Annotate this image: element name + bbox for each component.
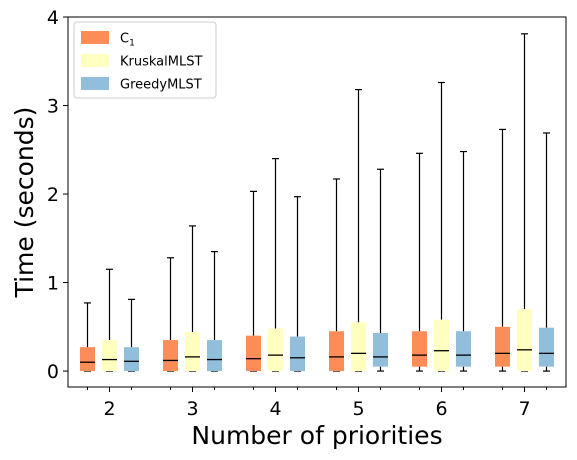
x-tick-label: 7 xyxy=(518,398,530,420)
legend-swatch xyxy=(81,77,109,90)
y-tick-label: 3 xyxy=(47,96,59,118)
legend-swatch xyxy=(81,31,109,44)
box-plot-series xyxy=(80,33,554,372)
y-axis-ticks: 0 1 2 3 4 xyxy=(47,7,68,383)
x-tick-label: 5 xyxy=(352,398,364,420)
box-3-3 xyxy=(207,250,222,372)
legend-label: KruskalMLST xyxy=(120,55,202,70)
box-2-6 xyxy=(434,81,449,372)
box-body xyxy=(207,340,222,372)
box-1-2 xyxy=(80,302,95,372)
box-3-4 xyxy=(290,196,305,372)
box-1-3 xyxy=(163,257,178,372)
x-tick-label: 4 xyxy=(269,398,281,420)
box-body xyxy=(329,331,344,372)
box-body xyxy=(495,326,510,367)
box-body xyxy=(373,333,388,367)
y-tick-label: 4 xyxy=(47,7,59,29)
y-tick-label: 2 xyxy=(47,184,59,206)
box-body xyxy=(517,309,532,372)
box-3-2 xyxy=(124,298,139,372)
box-3-5 xyxy=(373,168,388,372)
box-body xyxy=(290,336,305,372)
box-2-7 xyxy=(517,33,532,372)
box-body xyxy=(412,331,427,367)
y-tick-label: 0 xyxy=(47,361,59,383)
box-1-6 xyxy=(412,152,427,372)
box-2-2 xyxy=(102,268,117,372)
box-body xyxy=(351,322,366,372)
x-axis-label: Number of priorities xyxy=(191,421,442,450)
box-body xyxy=(163,340,178,372)
legend-frame xyxy=(73,21,217,99)
legend-swatch xyxy=(81,54,109,67)
box-2-3 xyxy=(185,225,200,372)
box-body xyxy=(246,335,261,372)
x-axis-ticks: 2 3 4 5 6 7 xyxy=(87,387,547,420)
box-1-5 xyxy=(329,178,344,372)
box-3-7 xyxy=(539,132,554,372)
box-2-5 xyxy=(351,88,366,372)
box-1-4 xyxy=(246,190,261,372)
box-body xyxy=(185,332,200,372)
box-body xyxy=(124,347,139,372)
box-body xyxy=(102,340,117,372)
box-body xyxy=(539,327,554,367)
box-1-7 xyxy=(495,128,510,372)
box-body xyxy=(80,347,95,372)
legend-label: GreedyMLST xyxy=(120,78,202,93)
x-tick-label: 2 xyxy=(103,398,115,420)
plot-frame xyxy=(67,16,567,388)
legend-label-subscript: 1 xyxy=(129,39,135,49)
box-body xyxy=(434,319,449,372)
box-body xyxy=(268,328,283,372)
x-tick-label: 3 xyxy=(186,398,198,420)
y-axis-label: Time (seconds) xyxy=(10,107,39,299)
box-body xyxy=(456,331,471,367)
box-3-6 xyxy=(456,150,471,372)
y-tick-label: 1 xyxy=(47,273,59,295)
x-tick-label: 6 xyxy=(435,398,447,420)
box-2-4 xyxy=(268,158,283,372)
